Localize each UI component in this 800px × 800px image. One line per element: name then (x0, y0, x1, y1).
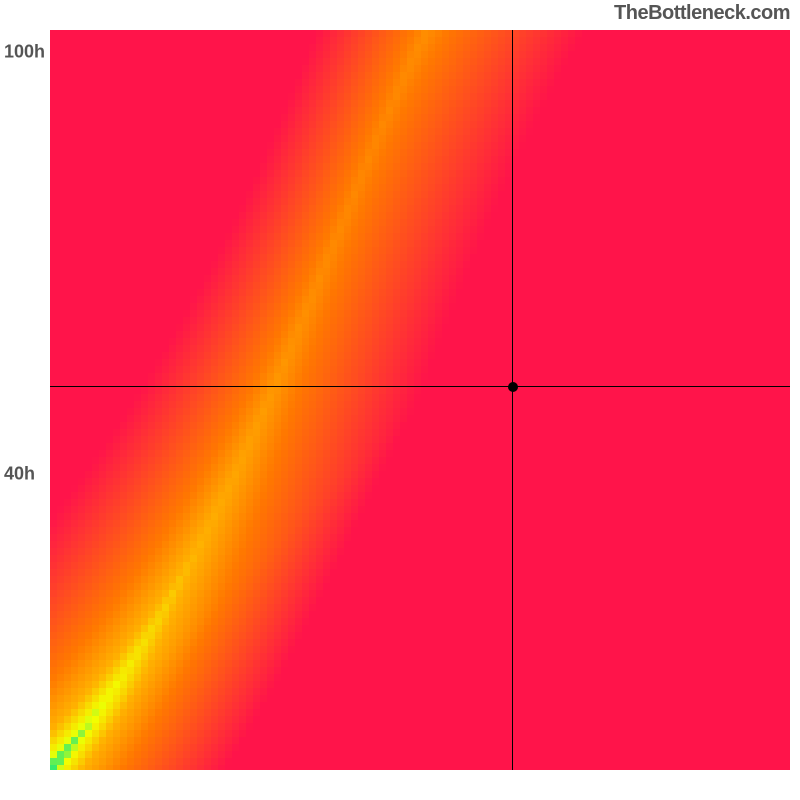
crosshair-horizontal (50, 386, 790, 387)
crosshair-marker (508, 382, 518, 392)
crosshair-vertical (512, 30, 513, 770)
heatmap-canvas (50, 30, 790, 770)
plot-area (50, 30, 790, 770)
y-tick-label-100h: 100h (4, 42, 45, 63)
chart-container: TheBottleneck.com 100h 40h (0, 0, 800, 800)
y-tick-label-40h: 40h (4, 464, 35, 485)
watermark-text: TheBottleneck.com (614, 2, 790, 25)
